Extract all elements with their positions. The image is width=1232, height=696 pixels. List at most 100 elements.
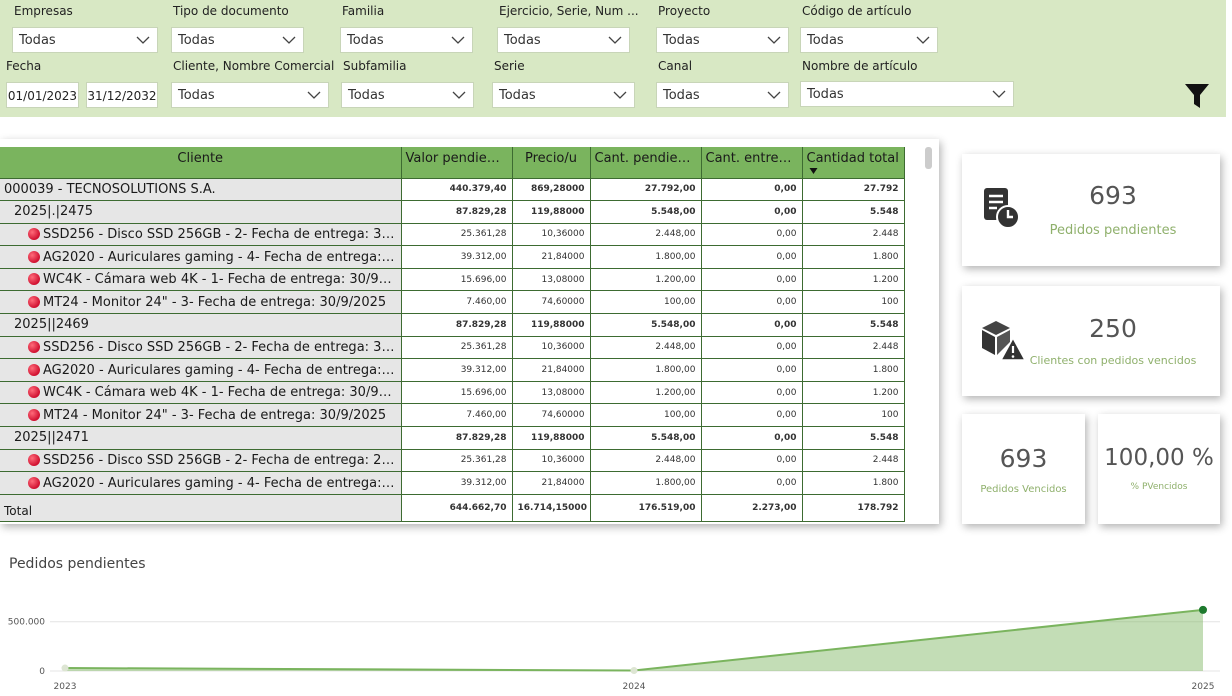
familia-dropdown[interactable]: Todas: [340, 27, 473, 53]
table-row-item[interactable]: MT24 - Monitor 24" - 3- Fecha de entrega…: [0, 403, 905, 428]
cell-text: 27.792,00: [644, 184, 696, 195]
column-header-cant-pendiente[interactable]: Cant. pendiente: [590, 147, 702, 179]
cell-cantidad-total: 2.448: [802, 223, 905, 247]
ejercicio-dropdown[interactable]: Todas: [497, 27, 630, 53]
cell-text: 2.448,00: [655, 455, 696, 466]
serie-dropdown[interactable]: Todas: [492, 82, 635, 108]
cell-text: SSD256 - Disco SSD 256GB - 2- Fecha de e…: [43, 226, 401, 242]
table-row-order[interactable]: 2025||2469 87.829,28 119,88000 5.548,00 0,00…: [0, 313, 905, 337]
cell-cant-entregada: 0,00: [701, 200, 803, 224]
cell-valor-pendiente: 7.460,00: [401, 290, 513, 315]
canal-dropdown[interactable]: Todas: [656, 82, 789, 108]
canal-value: Todas: [663, 88, 700, 103]
cell-text: 119,88000: [530, 319, 585, 330]
cell-text: 27.792: [863, 184, 899, 195]
cell-text: MT24 - Monitor 24" - 3- Fecha de entrega…: [43, 407, 387, 423]
cell-cantidad-total: 1.200: [802, 268, 905, 292]
table-row-item[interactable]: SSD256 - Disco SSD 256GB - 2- Fecha de e…: [0, 449, 905, 473]
table-row-item[interactable]: WC4K - Cámara web 4K - 1- Fecha de entre…: [0, 268, 905, 292]
chevron-down-icon: [451, 36, 465, 44]
table-row-client[interactable]: 000039 - TECNOSOLUTIONS S.A. 440.379,40 86…: [0, 178, 905, 202]
cell-cantidad-total: 100: [802, 403, 905, 428]
cell-text: 21,84000: [541, 478, 585, 489]
cell-text: 0,00: [776, 365, 797, 376]
cell-cliente: SSD256 - Disco SSD 256GB - 2- Fecha de e…: [0, 336, 402, 360]
cell-cantidad-total: 1.800: [802, 471, 905, 495]
empresas-dropdown[interactable]: Todas: [12, 27, 158, 53]
cell-cliente: AG2020 - Auriculares gaming - 4- Fecha d…: [0, 245, 402, 269]
codigo-articulo-dropdown[interactable]: Todas: [800, 27, 938, 53]
cell-text: WC4K - Cámara web 4K - 1- Fecha de entre…: [43, 385, 401, 401]
proyecto-dropdown[interactable]: Todas: [656, 27, 789, 53]
subfamilia-dropdown[interactable]: Todas: [341, 82, 474, 108]
table-row-item[interactable]: AG2020 - Auriculares gaming - 4- Fecha d…: [0, 358, 905, 382]
cell-text: 5.548,00: [651, 206, 696, 217]
cell-text: 119,88000: [530, 206, 585, 217]
table-row-item[interactable]: AG2020 - Auriculares gaming - 4- Fecha d…: [0, 245, 905, 269]
cell-text: SSD256 - Disco SSD 256GB - 2- Fecha de e…: [43, 452, 401, 468]
cell-cliente: 2025||2471: [0, 426, 402, 450]
filter-funnel-icon[interactable]: [1184, 82, 1210, 110]
kpi-pedidos-vencidos-value: 693: [999, 444, 1048, 473]
cell-cant-pendiente: 2.448,00: [590, 223, 702, 247]
nombre-articulo-dropdown[interactable]: Todas: [800, 81, 1014, 107]
cell-cliente: 000039 - TECNOSOLUTIONS S.A.: [0, 178, 402, 202]
cell-cant-entregada: 0,00: [701, 403, 803, 428]
total-cell-cant-entregada: 2.273,00: [701, 494, 803, 522]
x-tick-label: 2024: [623, 682, 646, 692]
cell-precio: 10,36000: [512, 336, 591, 360]
cell-cant-entregada: 0,00: [701, 313, 803, 337]
column-header-cliente[interactable]: Cliente: [0, 147, 402, 179]
cell-text: 0,00: [774, 432, 797, 443]
cell-cantidad-total: 1.200: [802, 381, 905, 405]
table-header-row: Cliente Valor pendiente Precio/u Cant. p…: [0, 147, 905, 179]
table-row-item[interactable]: SSD256 - Disco SSD 256GB - 2- Fecha de e…: [0, 223, 905, 247]
cell-cant-pendiente: 2.448,00: [590, 336, 702, 360]
y-tick-label: 0: [39, 667, 45, 677]
data-point: [1199, 605, 1207, 614]
table-row-item[interactable]: SSD256 - Disco SSD 256GB - 2- Fecha de e…: [0, 336, 905, 360]
cell-valor-pendiente: 87.829,28: [401, 313, 513, 337]
cell-precio: 10,36000: [512, 223, 591, 247]
filter-label-familia: Familia: [342, 4, 385, 18]
cell-cantidad-total: 2.448: [802, 336, 905, 360]
cell-text: 0,00: [776, 274, 797, 285]
table-row-item[interactable]: MT24 - Monitor 24" - 3- Fecha de entrega…: [0, 290, 905, 315]
table-row-order[interactable]: 2025||2471 87.829,28 119,88000 5.548,00 0,00…: [0, 426, 905, 450]
cell-text: 0,00: [776, 297, 797, 308]
table-scrollbar[interactable]: [925, 147, 932, 169]
column-header-cantidad-total[interactable]: Cantidad total: [802, 147, 905, 179]
column-header-cant-entregada[interactable]: Cant. entreg...: [701, 147, 803, 179]
cliente-value: Todas: [178, 88, 215, 103]
table-row-total: Total 644.662,70 16.714,15000 176.519,00 2.2…: [0, 494, 905, 522]
cell-cant-entregada: 0,00: [701, 178, 803, 202]
fecha-hasta-input[interactable]: 31/12/2032: [86, 82, 158, 108]
cell-text: 0,00: [776, 387, 797, 398]
column-header-valor-pendiente[interactable]: Valor pendiente: [401, 147, 513, 179]
cell-text: 87.829,28: [455, 432, 507, 443]
kpi-clientes-vencidos-value: 250: [1089, 314, 1137, 343]
chevron-down-icon: [608, 36, 622, 44]
table-row-item[interactable]: AG2020 - Auriculares gaming - 4- Fecha d…: [0, 471, 905, 495]
x-tick-label: 2025: [1192, 682, 1215, 692]
fecha-desde-input[interactable]: 01/01/2023: [6, 82, 79, 108]
empresas-value: Todas: [19, 33, 56, 48]
cell-text: 5.548,00: [651, 319, 696, 330]
tipo-documento-dropdown[interactable]: Todas: [171, 27, 304, 53]
cell-cliente: WC4K - Cámara web 4K - 1- Fecha de entre…: [0, 268, 402, 292]
column-header-precio[interactable]: Precio/u: [512, 147, 591, 179]
kpi-card-pedidos-vencidos: 693 Pedidos Vencidos: [962, 414, 1085, 524]
cell-cliente: AG2020 - Auriculares gaming - 4- Fecha d…: [0, 471, 402, 495]
status-dot-icon: [28, 227, 40, 240]
total-cell-precio: 16.714,15000: [512, 494, 591, 522]
cliente-dropdown[interactable]: Todas: [171, 82, 329, 108]
table-row-order[interactable]: 2025|.|2475 87.829,28 119,88000 5.548,00 0,0…: [0, 200, 905, 224]
cell-cant-entregada: 0,00: [701, 290, 803, 315]
cell-cant-pendiente: 100,00: [590, 403, 702, 428]
cell-cantidad-total: 100: [802, 290, 905, 315]
cell-text: 21,84000: [541, 252, 585, 263]
cell-text: 74,60000: [541, 410, 585, 421]
status-dot-icon: [28, 295, 40, 308]
cell-valor-pendiente: 87.829,28: [401, 200, 513, 224]
table-row-item[interactable]: WC4K - Cámara web 4K - 1- Fecha de entre…: [0, 381, 905, 405]
